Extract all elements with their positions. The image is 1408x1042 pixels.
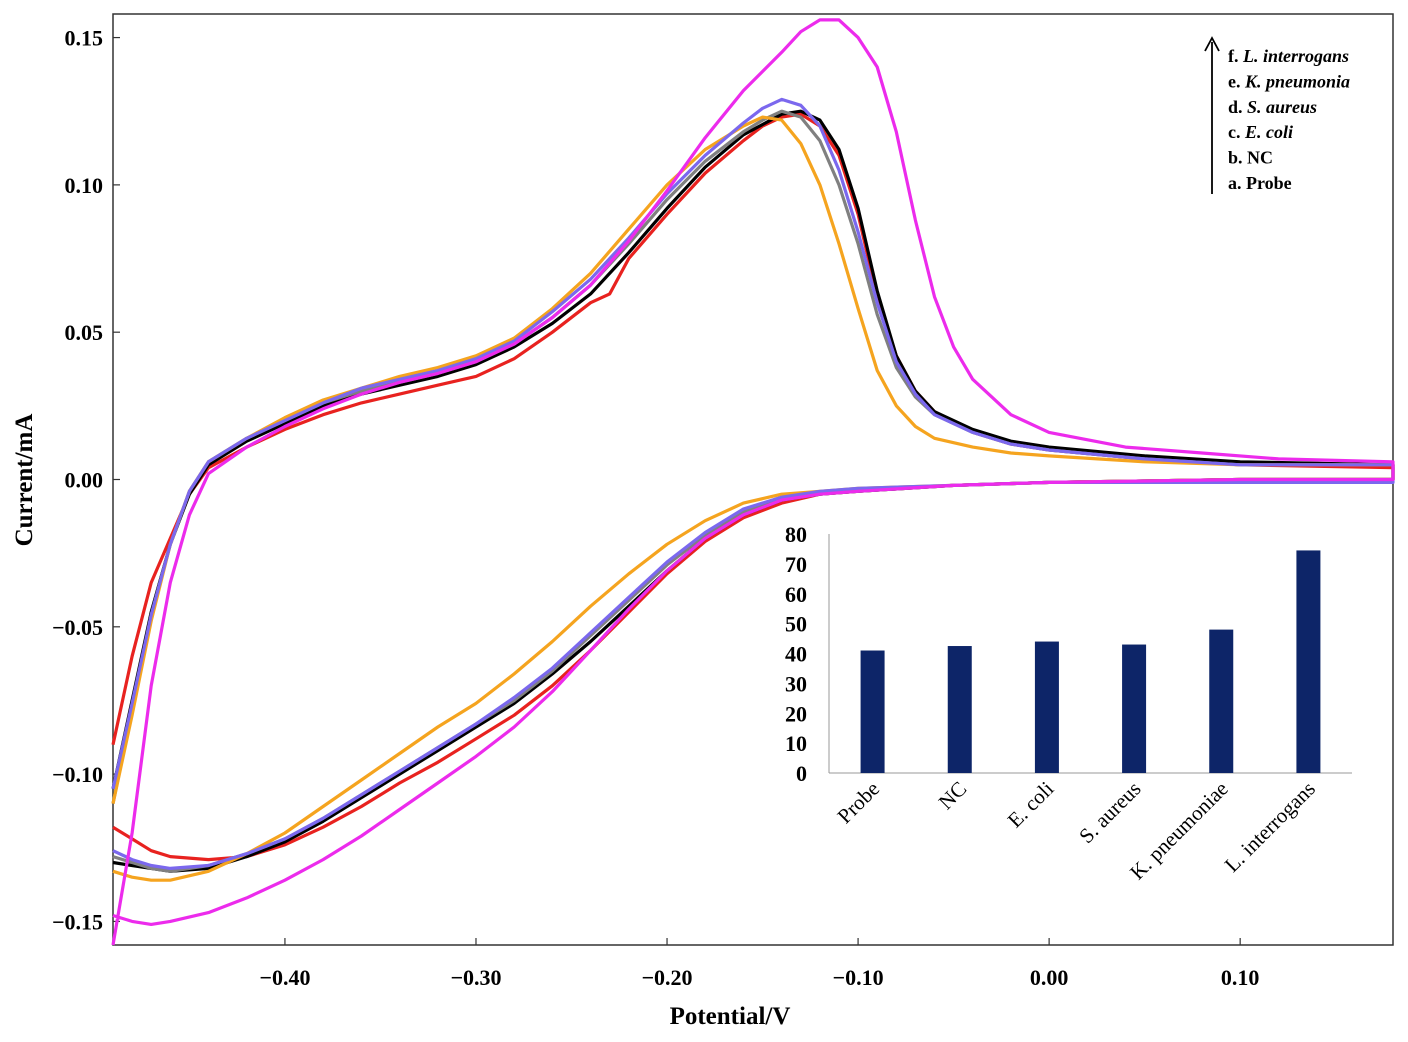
legend-entry: d. S. aureus xyxy=(1228,97,1317,117)
x-tick-label: −0.40 xyxy=(259,965,310,990)
inset-y-ticks: 0 10 20 30 40 50 60 70 80 xyxy=(785,522,807,786)
y-tick-label: 0.00 xyxy=(65,468,104,493)
legend-arrowhead-icon xyxy=(1204,36,1220,52)
inset-y-tick-label: 20 xyxy=(785,701,807,726)
y-axis-ticks: 0.15 0.10 0.05 0.00 −0.05 −0.10 −0.15 xyxy=(52,26,120,934)
x-tick-label: −0.10 xyxy=(833,965,884,990)
inset-bar xyxy=(1034,641,1059,773)
x-tick-label: 0.10 xyxy=(1221,965,1260,990)
legend-entry: b. NC xyxy=(1228,148,1273,168)
legend-label: L. interrogans xyxy=(1242,46,1349,66)
inset-bar xyxy=(1209,629,1234,773)
y-tick-label: −0.15 xyxy=(52,909,103,934)
x-tick-label: −0.30 xyxy=(450,965,501,990)
legend-label: NC xyxy=(1247,148,1273,168)
legend-prefix: f. xyxy=(1228,46,1243,66)
x-tick-label: −0.20 xyxy=(642,965,693,990)
inset-y-tick-label: 60 xyxy=(785,582,807,607)
legend-prefix: e. xyxy=(1228,71,1245,91)
inset-bar xyxy=(1122,644,1147,773)
legend-entry: a. Probe xyxy=(1228,173,1292,193)
inset-y-tick-label: 40 xyxy=(785,642,807,667)
legend-label: Probe xyxy=(1246,173,1292,193)
legend-prefix: b. xyxy=(1228,148,1247,168)
inset-y-tick-label: 0 xyxy=(796,761,807,786)
legend-label: E. coli xyxy=(1244,122,1293,142)
legend-entry: f. L. interrogans xyxy=(1228,46,1349,66)
inset-y-tick-label: 50 xyxy=(785,612,807,637)
x-axis-ticks: −0.40 −0.30 −0.20 −0.10 0.00 0.10 xyxy=(259,938,1259,990)
inset-y-tick-label: 30 xyxy=(785,671,807,696)
legend-prefix: d. xyxy=(1228,97,1247,117)
legend-label: S. aureus xyxy=(1247,97,1317,117)
inset-y-tick-label: 70 xyxy=(785,552,807,577)
y-tick-label: 0.15 xyxy=(65,26,104,51)
legend-entry: e. K. pneumonia xyxy=(1228,71,1350,91)
cv-curve-4 xyxy=(111,97,1395,870)
inset-bar xyxy=(1296,550,1321,773)
inset-y-tick-label: 80 xyxy=(785,522,807,547)
legend-prefix: a. xyxy=(1228,173,1246,193)
y-tick-label: −0.10 xyxy=(52,762,103,787)
inset-bar xyxy=(947,646,972,773)
legend-prefix: c. xyxy=(1228,122,1245,142)
legend-entry: c. E. coli xyxy=(1228,122,1293,142)
cv-curves xyxy=(111,18,1395,946)
y-axis-title: Current/mA xyxy=(11,414,38,547)
x-tick-label: 0.00 xyxy=(1030,965,1069,990)
legend-label: K. pneumonia xyxy=(1244,71,1350,91)
y-tick-label: 0.05 xyxy=(65,320,104,345)
y-tick-label: −0.05 xyxy=(52,615,103,640)
cv-curve-5 xyxy=(111,18,1395,946)
inset-y-tick-label: 10 xyxy=(785,731,807,756)
legend: f. L. interrogans e. K. pneumonia d. S. au… xyxy=(1204,36,1350,194)
cv-curve-1 xyxy=(111,109,1395,873)
cv-curve-3 xyxy=(111,115,1395,882)
x-axis-title: Potential/V xyxy=(670,1003,791,1030)
y-tick-label: 0.10 xyxy=(65,173,104,198)
inset-bar xyxy=(860,650,885,773)
